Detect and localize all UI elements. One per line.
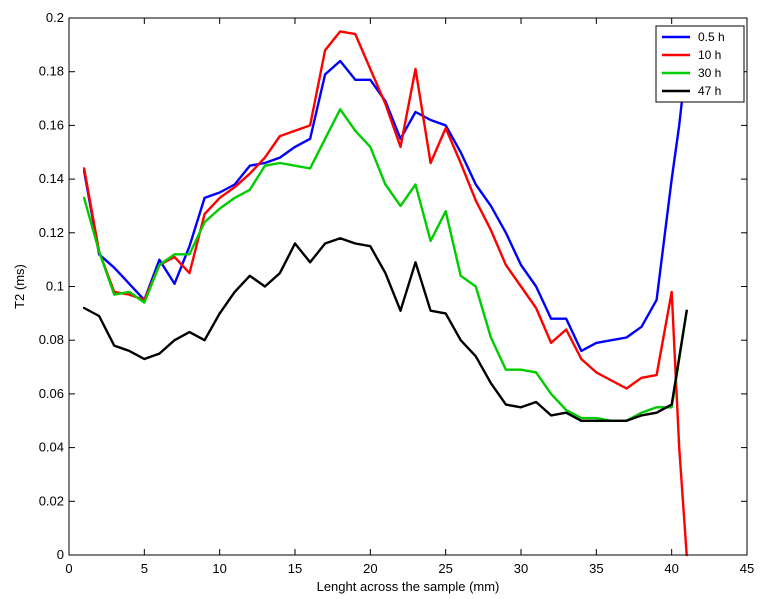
axes: 0 5 10 15 20 25 30 35 40 45 0 0.02 0.04 0.06 0.08 0.1 0.… — [39, 10, 755, 576]
y-tick-label: 0.12 — [39, 225, 64, 240]
x-tick-label: 25 — [438, 561, 452, 576]
y-tick-label: 0 — [57, 547, 64, 562]
y-tick-label: 0.18 — [39, 64, 64, 79]
x-tick-label: 0 — [65, 561, 72, 576]
legend-label-0: 0.5 h — [698, 30, 725, 44]
x-tick-label: 35 — [589, 561, 603, 576]
x-tick-label: 5 — [141, 561, 148, 576]
series-line-3 — [82, 237, 688, 422]
legend: 0.5 h 10 h 30 h 47 h — [655, 25, 745, 103]
series-line-1 — [82, 30, 688, 557]
legend-box — [655, 25, 745, 103]
x-tick-label: 30 — [514, 561, 528, 576]
y-axis-label: T2 (ms) — [12, 264, 27, 309]
y-tick-label: 0.02 — [39, 493, 64, 508]
x-tick-label: 15 — [288, 561, 302, 576]
legend-label-3: 47 h — [698, 84, 721, 98]
legend-label-2: 30 h — [698, 66, 721, 80]
x-axis-label: Lenght across the sample (mm) — [317, 579, 500, 594]
y-tick-label: 0.14 — [39, 171, 64, 186]
y-tick-label: 0.1 — [46, 279, 64, 294]
legend-label-1: 10 h — [698, 48, 721, 62]
y-tick-label: 0.06 — [39, 386, 64, 401]
x-tick-label: 10 — [212, 561, 226, 576]
x-tick-label: 45 — [740, 561, 754, 576]
y-tick-label: 0.16 — [39, 117, 64, 132]
y-tick-label: 0.04 — [39, 440, 64, 455]
y-tick-label: 0.08 — [39, 332, 64, 347]
x-tick-label: 40 — [664, 561, 678, 576]
series-layer — [82, 30, 688, 557]
series-line-2 — [82, 108, 688, 422]
x-tick-label: 20 — [363, 561, 377, 576]
y-tick-label: 0.2 — [46, 10, 64, 25]
series-line-0 — [82, 57, 688, 353]
